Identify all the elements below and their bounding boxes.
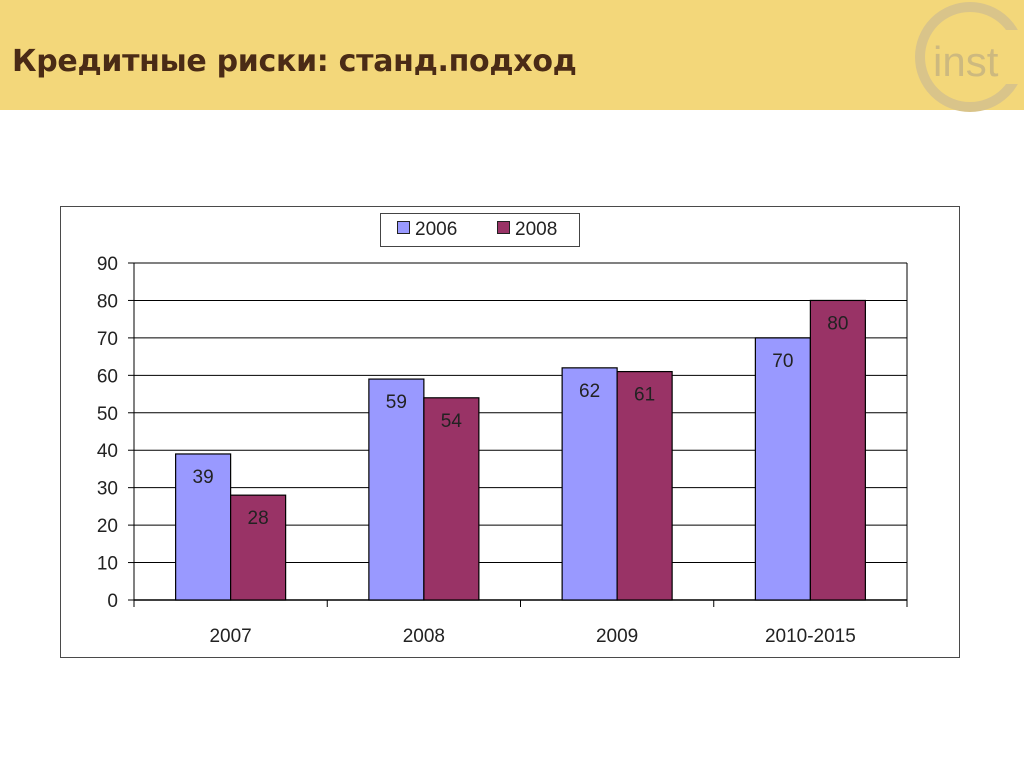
bar-2008-2009	[616, 370, 673, 601]
legend-swatch-series-1	[397, 221, 410, 234]
legend-item-series-1: 2006	[397, 219, 457, 241]
y-tick-label: 10	[97, 554, 118, 575]
data-label: 62	[579, 381, 600, 402]
y-tick-label: 80	[97, 291, 118, 312]
y-tick-label: 70	[97, 329, 118, 350]
y-tick-label: 0	[107, 591, 118, 612]
data-label: 70	[772, 351, 793, 372]
data-label: 61	[634, 385, 655, 406]
legend-label-series-2: 2008	[515, 219, 558, 240]
y-tick-label: 60	[97, 366, 118, 387]
y-tick-label: 30	[97, 479, 118, 500]
bar-2008-2010-2015	[809, 299, 866, 601]
slide-title: Кредитные риски: станд.подход	[12, 44, 577, 79]
bar-2008-2007	[230, 494, 287, 601]
data-label: 39	[193, 467, 214, 488]
bar-2008-2008	[423, 397, 480, 601]
y-tick-label: 50	[97, 404, 118, 425]
y-tick-label: 40	[97, 441, 118, 462]
slide-header: Кредитные риски: станд.подход inst	[0, 0, 1024, 112]
x-tick-label: 2007	[209, 626, 251, 647]
legend-swatch-series-2	[497, 221, 510, 234]
inst-logo-icon: inst	[915, 2, 1024, 112]
legend-label-series-1: 2006	[415, 219, 458, 240]
bar-2006-2007	[175, 453, 232, 601]
data-label: 80	[827, 313, 848, 334]
y-tick-label: 20	[97, 516, 118, 537]
x-tick-label: 2010-2015	[765, 626, 856, 647]
data-label: 28	[248, 508, 269, 529]
chart-legend: 2006 2008	[380, 213, 580, 247]
logo-text: inst	[933, 38, 999, 85]
bar-2006-2009	[561, 367, 618, 601]
legend-item-series-2: 2008	[497, 219, 557, 241]
bar-2006-2010-2015	[754, 337, 811, 601]
data-label: 54	[441, 411, 463, 432]
bar-2006-2008	[368, 378, 425, 601]
y-tick-label: 90	[97, 254, 118, 275]
data-label: 59	[386, 392, 407, 413]
x-tick-label: 2009	[596, 626, 638, 647]
x-tick-label: 2008	[403, 626, 445, 647]
